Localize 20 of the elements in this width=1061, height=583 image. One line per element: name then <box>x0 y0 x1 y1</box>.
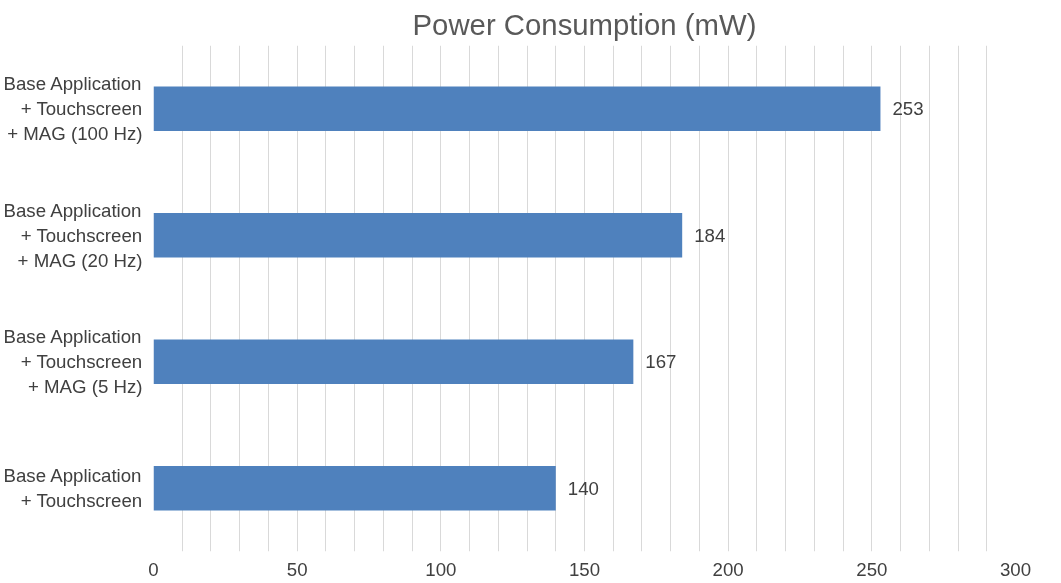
chart-title: Power Consumption (mW) <box>412 7 757 41</box>
data-label: 140 <box>567 477 599 499</box>
x-tick-label: 50 <box>286 558 308 580</box>
bar <box>153 86 881 131</box>
data-label: 253 <box>892 98 924 120</box>
y-tick-label: Base Application + Touchscreen + MAG (5 Hz) <box>3 326 143 398</box>
y-tick-label: Base Application + Touchscreen <box>3 465 143 512</box>
y-tick-label: Base Application + Touchscreen + MAG (100 Hz) <box>3 73 143 145</box>
data-label: 184 <box>694 224 726 246</box>
x-tick-label: 150 <box>568 558 601 580</box>
x-tick-label: 300 <box>999 558 1032 580</box>
x-tick-label: 100 <box>425 558 457 580</box>
x-tick-label: 200 <box>712 558 744 580</box>
y-tick-label: Base Application + Touchscreen + MAG (20 Hz) <box>3 199 143 271</box>
x-tick-label: 0 <box>148 558 159 580</box>
x-tick-label: 250 <box>856 558 888 580</box>
bar <box>153 339 634 384</box>
bar <box>153 466 556 511</box>
bar <box>153 213 683 258</box>
data-label: 167 <box>645 351 677 373</box>
